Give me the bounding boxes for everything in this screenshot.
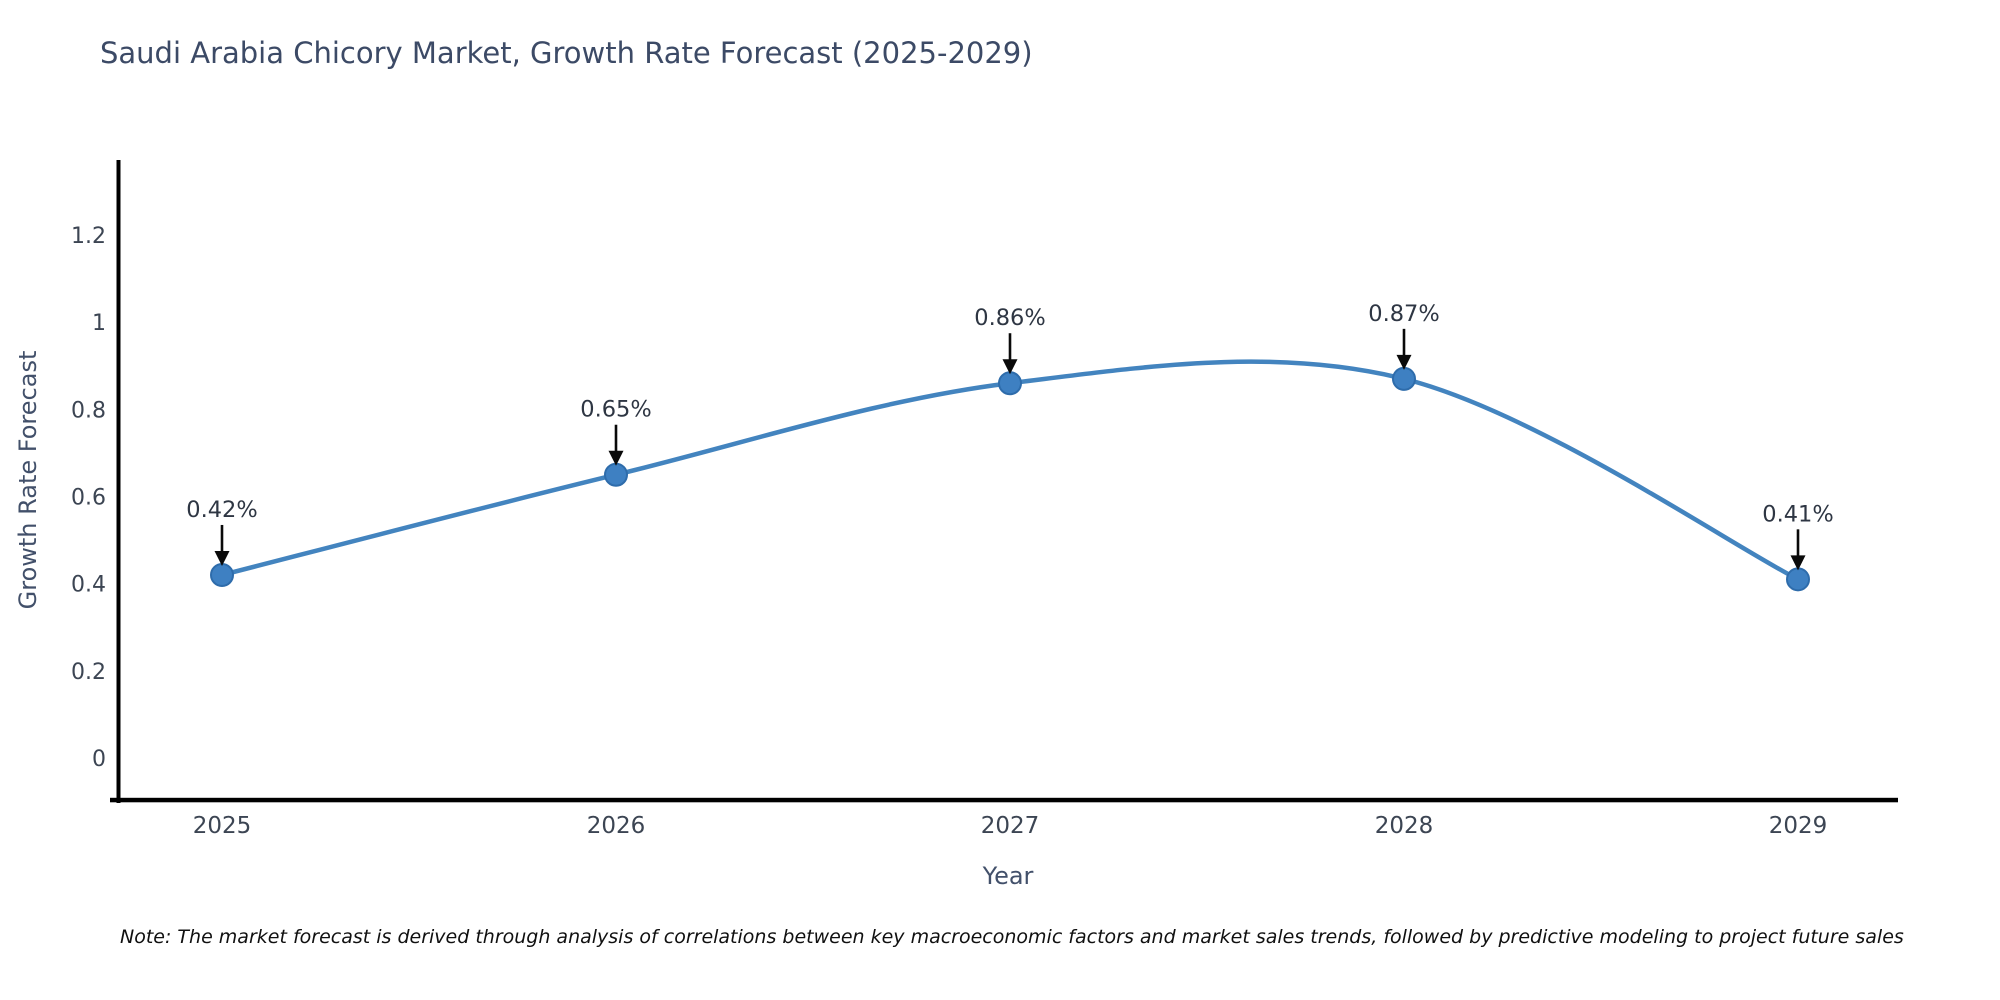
y-tick-label: 0.4 — [71, 573, 106, 598]
data-point-label: 0.41% — [1762, 501, 1833, 527]
x-axis-title: Year — [982, 862, 1034, 890]
data-point — [1786, 567, 1810, 592]
y-tick-label: 0 — [92, 747, 106, 772]
footnote: Note: The market forecast is derived thr… — [120, 926, 1904, 948]
data-point-label: 0.87% — [1368, 301, 1439, 327]
chart-title: Saudi Arabia Chicory Market, Growth Rate… — [100, 36, 1033, 70]
y-axis-line — [116, 160, 121, 803]
y-tick-label: 0.8 — [71, 398, 106, 423]
annotation-arrow-head-icon — [214, 550, 230, 566]
y-tick-label: 1.2 — [71, 224, 106, 249]
x-tick-label: 2025 — [193, 813, 252, 839]
data-point — [604, 462, 628, 487]
data-point — [1392, 366, 1416, 391]
annotation-arrow-head-icon — [1396, 354, 1412, 370]
y-tick-label: 1 — [92, 311, 106, 336]
x-tick-label: 2028 — [1375, 813, 1434, 839]
y-tick-label: 0.2 — [71, 660, 106, 685]
data-point-label: 0.42% — [186, 497, 257, 523]
data-point-label: 0.65% — [580, 397, 651, 423]
annotation-arrow-head-icon — [1002, 359, 1018, 375]
x-tick-label: 2026 — [587, 813, 646, 839]
annotation-arrow-head-icon — [1790, 555, 1806, 571]
x-tick-label: 2029 — [1769, 813, 1828, 839]
x-tick-label: 2027 — [981, 813, 1040, 839]
y-tick-label: 0.6 — [71, 486, 106, 511]
annotation-arrow-head-icon — [608, 450, 624, 466]
data-point — [210, 562, 234, 587]
data-point — [998, 371, 1022, 396]
x-axis-line — [110, 797, 1898, 803]
data-point-label: 0.86% — [974, 305, 1045, 331]
